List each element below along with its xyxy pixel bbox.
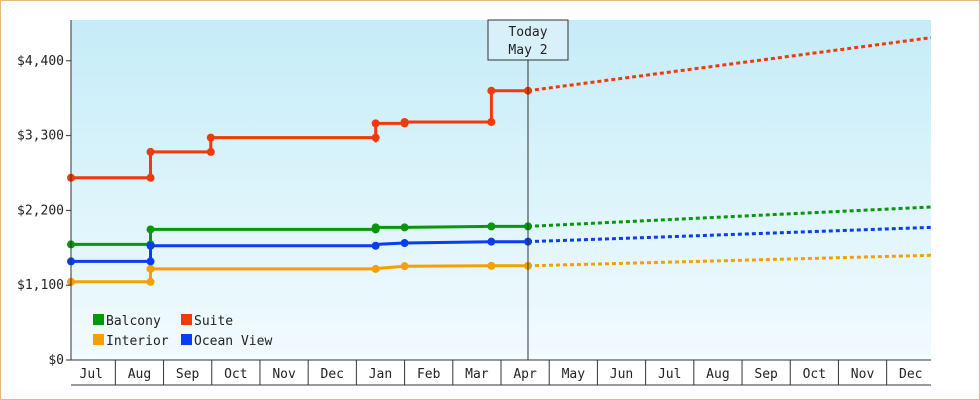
series-point [146,241,155,250]
series-point [400,118,409,126]
series-point [400,223,409,232]
x-tick-label: Mar [465,367,489,382]
series-point [371,223,380,232]
x-tick-label: Sep [754,367,778,382]
series-point [146,264,155,273]
x-tick-label: Jan [369,367,392,382]
series-point [371,264,380,273]
x-tick-label: Aug [706,367,729,382]
series-point [487,261,496,270]
y-tick-label: $2,200 [17,203,64,218]
legend-label: Interior [106,334,169,349]
series-point [206,147,215,156]
x-tick-label: Sep [176,367,200,382]
x-tick-label: Dec [899,367,922,382]
axes-layer: $0 $1,100 $2,200 $3,300 $4,400 Jul Aug Sep Oct No… [17,20,931,386]
x-tick-label: May [562,367,586,382]
legend-swatch [181,334,192,345]
series-point [371,133,380,142]
series-point [146,225,155,234]
series-point [146,277,155,286]
x-tick-label: Dec [321,367,344,382]
x-tick-label: Aug [128,367,151,382]
x-tick-label: Feb [417,367,441,382]
legend-swatch [93,334,104,345]
x-tick-label: Jul [80,367,103,382]
series-point [400,262,409,271]
today-label: Today [508,25,547,40]
y-tick-label: $3,300 [17,129,64,144]
x-tick-label: Jul [658,367,681,382]
x-tick-label: Oct [803,367,826,382]
legend-swatch [181,314,192,325]
x-tick-label: Nov [851,367,875,382]
x-tick-label: Jun [610,367,633,382]
series-point [206,133,215,142]
forecast-layer [527,36,932,268]
legend-label: Balcony [106,314,161,329]
series-forecast-0 [527,205,932,228]
legend-swatch [93,314,104,325]
y-tick-label: $0 [48,353,64,368]
y-tick-label: $1,100 [17,278,64,293]
series-point [487,86,496,95]
legend-label: Suite [194,314,233,329]
series-point [371,119,380,128]
series-point [146,147,155,156]
today-label-box [487,19,569,61]
series-layer [67,86,532,286]
legend: Balcony Suite Interior Ocean View [93,314,272,349]
series-point [487,237,496,246]
series-point [146,173,155,182]
x-tick-label: Oct [224,367,247,382]
y-tick-label: $4,400 [17,54,64,69]
series-point [146,257,155,266]
x-tick-label: Nov [272,367,296,382]
today-marker: Today May 2 [487,19,569,360]
series-point [487,118,496,126]
series-forecast-1 [527,36,932,93]
series-point [487,222,496,231]
x-tick-label: Apr [513,367,537,382]
today-date: May 2 [508,43,547,58]
series-point [400,239,409,248]
series-point [371,241,380,250]
plot-area [71,20,931,360]
legend-label: Ocean View [194,334,272,349]
series-forecast-3 [527,225,932,244]
